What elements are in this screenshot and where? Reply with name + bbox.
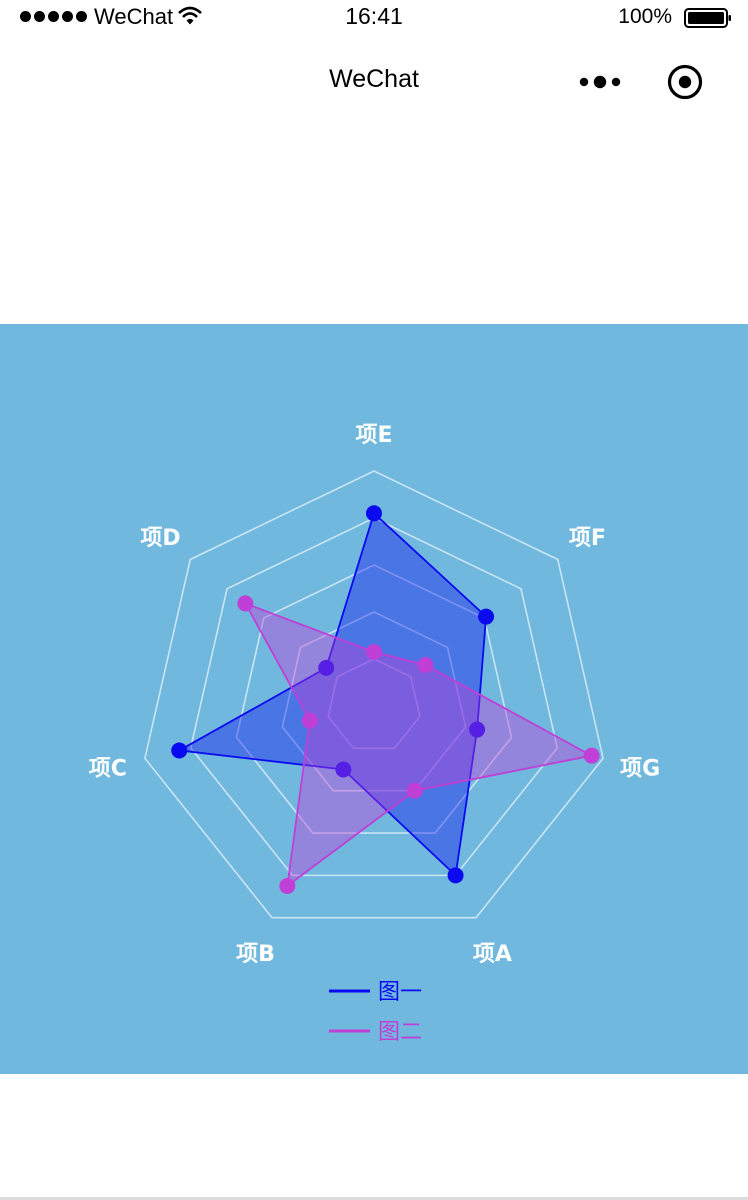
legend-label[interactable]: 图二 <box>378 1020 422 1045</box>
legend-label[interactable]: 图一 <box>378 980 422 1005</box>
radar-point[interactable] <box>301 712 318 729</box>
radar-axis-label: 项B <box>236 942 275 967</box>
radar-point[interactable] <box>417 656 434 673</box>
radar-grid-ring <box>235 564 513 834</box>
carrier-label: WeChat <box>94 4 174 29</box>
radar-grid-ring <box>327 658 421 750</box>
radar-axis-label: 项C <box>89 757 127 782</box>
battery-icon <box>684 8 731 28</box>
radar-point[interactable] <box>366 643 382 660</box>
radar-point[interactable] <box>366 505 382 522</box>
bottom-divider <box>0 1197 748 1200</box>
radar-point[interactable] <box>237 595 254 612</box>
radar-grid-ring <box>144 470 604 919</box>
radar-point[interactable] <box>469 721 486 738</box>
radar-point[interactable] <box>447 867 464 884</box>
more-icon[interactable] <box>578 73 624 91</box>
status-bar: WeChat 16:41 100% <box>0 0 748 34</box>
battery-percent: 100% <box>618 5 672 28</box>
radar-point[interactable] <box>318 659 335 676</box>
nav-title: WeChat <box>329 65 419 93</box>
radar-series-area-2 <box>243 601 595 888</box>
radar-chart-panel: 项A 项B 项C 项D 项E 项F 项G 图一图二 <box>0 324 748 1074</box>
radar-point[interactable] <box>406 782 423 799</box>
radar-axis-label: 项E <box>355 423 392 448</box>
radar-axis-label: 项D <box>140 526 180 551</box>
radar-grid-ring <box>189 517 559 877</box>
radar-point[interactable] <box>583 747 600 764</box>
radar-axis-label: 项F <box>569 526 606 551</box>
target-icon[interactable] <box>666 63 704 101</box>
status-time: 16:41 <box>345 3 403 29</box>
signal-icon <box>20 11 90 23</box>
radar-point[interactable] <box>335 761 352 778</box>
radar-point[interactable] <box>171 742 188 759</box>
nav-bar: WeChat <box>0 34 748 124</box>
wifi-icon <box>178 6 202 25</box>
radar-axis-label: 项G <box>620 757 660 782</box>
radar-point[interactable] <box>279 877 296 894</box>
radar-point[interactable] <box>478 608 495 625</box>
radar-axis-label: 项A <box>473 942 512 967</box>
